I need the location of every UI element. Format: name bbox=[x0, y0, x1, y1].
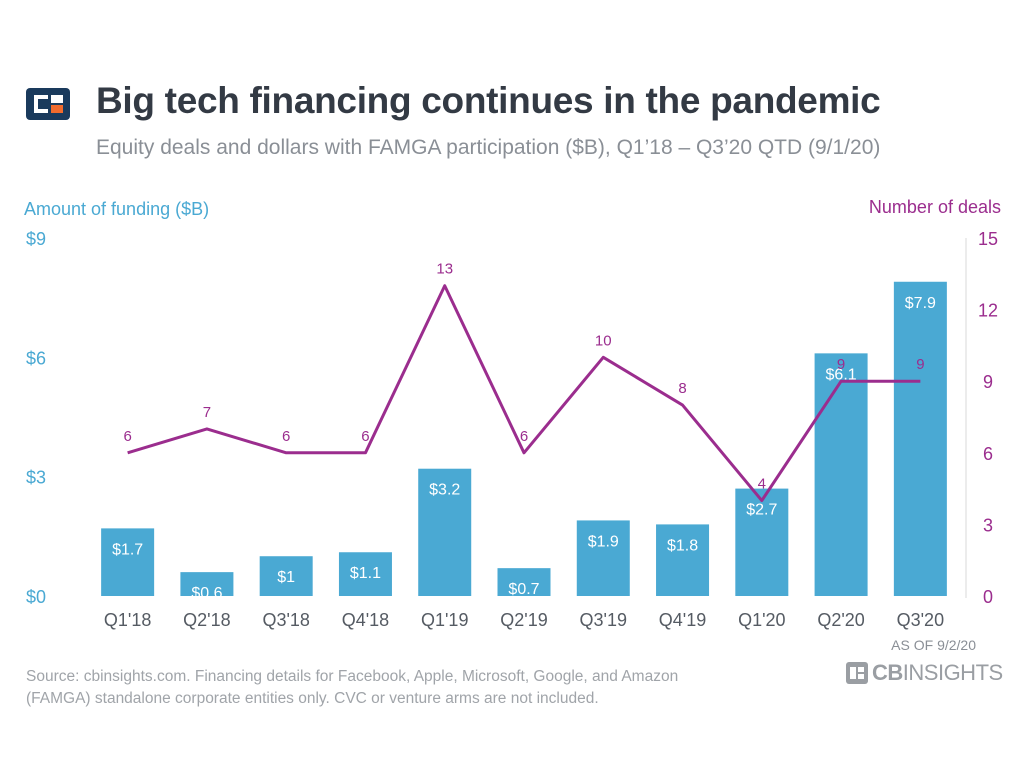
combo-chart: Amount of funding ($B) Number of deals $… bbox=[24, 197, 1001, 630]
funding-bar-label: $6.1 bbox=[826, 366, 857, 383]
funding-bar-label: $1.8 bbox=[667, 537, 698, 554]
deals-point-label: 6 bbox=[282, 428, 290, 445]
funding-bar bbox=[893, 281, 947, 596]
source-note-line-1: Source: cbinsights.com. Financing detail… bbox=[26, 668, 679, 685]
logo-b-bottom bbox=[51, 105, 63, 113]
funding-bar-label: $1.9 bbox=[588, 533, 619, 550]
deals-point-label: 10 bbox=[595, 332, 612, 349]
funding-bar bbox=[656, 524, 710, 596]
funding-bar bbox=[418, 468, 472, 596]
funding-bar-label: $1.7 bbox=[112, 541, 143, 558]
deals-point-label: 8 bbox=[678, 380, 686, 397]
x-axis-tick-label: Q1'18 bbox=[104, 610, 151, 630]
x-axis-tick-label: Q3'20 bbox=[897, 610, 944, 630]
left-axis-title: Amount of funding ($B) bbox=[24, 199, 209, 219]
brand-cb: CB bbox=[872, 660, 903, 685]
logo-c-cutout bbox=[38, 99, 48, 109]
x-axis-tick-label: Q2'19 bbox=[500, 610, 547, 630]
right-axis-tick-label: 3 bbox=[983, 515, 993, 535]
cb-insights-wordmark: CBINSIGHTS bbox=[846, 660, 1006, 686]
cb-insights-mark-icon bbox=[846, 662, 868, 684]
right-axis-tick-label: 0 bbox=[983, 587, 993, 607]
funding-bar bbox=[101, 528, 155, 596]
x-axis-tick-label: Q1'19 bbox=[421, 610, 468, 630]
left-axis-tick-label: $3 bbox=[26, 468, 46, 488]
x-axis-tick-label: Q4'18 bbox=[342, 610, 389, 630]
left-axis-tick-label: $9 bbox=[26, 229, 46, 249]
deals-point-label: 6 bbox=[520, 428, 528, 445]
right-axis-tick-label: 9 bbox=[983, 372, 993, 392]
deals-point-label: 6 bbox=[361, 428, 369, 445]
funding-bar-label: $7.9 bbox=[905, 295, 936, 312]
deals-line bbox=[127, 284, 921, 503]
funding-bar-label: $3.2 bbox=[429, 482, 460, 499]
funding-bar-label: $2.7 bbox=[746, 502, 777, 519]
deals-point-label: 7 bbox=[203, 404, 211, 421]
funding-bar-label: $1 bbox=[277, 569, 295, 586]
as-of-date: AS OF 9/2/20 bbox=[891, 637, 976, 653]
x-axis-tick-label: Q3'18 bbox=[262, 610, 309, 630]
deals-point-label: 13 bbox=[436, 261, 453, 278]
deals-point-label: 9 bbox=[837, 356, 845, 373]
funding-bar bbox=[497, 568, 551, 596]
deals-point-label: 6 bbox=[123, 428, 131, 445]
funding-bar bbox=[338, 552, 392, 596]
deals-point-label: 4 bbox=[758, 476, 766, 493]
deals-point-label: 9 bbox=[916, 356, 924, 373]
funding-bar bbox=[814, 353, 868, 596]
x-axis-tick-label: Q2'18 bbox=[183, 610, 230, 630]
source-note: Source: cbinsights.com. Financing detail… bbox=[26, 666, 806, 710]
source-note-line-2: (FAMGA) standalone corporate entities on… bbox=[26, 690, 599, 707]
brand-insights: INSIGHTS bbox=[902, 660, 1003, 685]
left-axis-tick-label: $0 bbox=[26, 587, 46, 607]
funding-bar bbox=[259, 556, 313, 596]
left-axis-tick-label: $6 bbox=[26, 348, 46, 368]
funding-bar bbox=[180, 572, 234, 596]
logo-b-top bbox=[51, 95, 63, 103]
x-axis-tick-label: Q2'20 bbox=[817, 610, 864, 630]
right-axis-tick-label: 15 bbox=[978, 229, 998, 249]
chart-subtitle: Equity deals and dollars with FAMGA part… bbox=[96, 136, 881, 159]
right-axis-tick-label: 12 bbox=[978, 301, 998, 321]
cb-insights-logo bbox=[26, 88, 70, 120]
chart-title: Big tech financing continues in the pand… bbox=[96, 80, 881, 121]
right-axis-title: Number of deals bbox=[869, 197, 1001, 217]
funding-bar bbox=[735, 488, 789, 596]
funding-bar-label: $1.1 bbox=[350, 565, 381, 582]
right-axis-tick-label: 6 bbox=[983, 444, 993, 464]
x-axis-tick-label: Q1'20 bbox=[738, 610, 785, 630]
funding-bar bbox=[576, 520, 630, 596]
x-axis-tick-label: Q4'19 bbox=[659, 610, 706, 630]
x-axis-tick-label: Q3'19 bbox=[580, 610, 627, 630]
funding-bar-label: $0.7 bbox=[508, 581, 539, 598]
funding-bar-label: $0.6 bbox=[191, 585, 222, 602]
